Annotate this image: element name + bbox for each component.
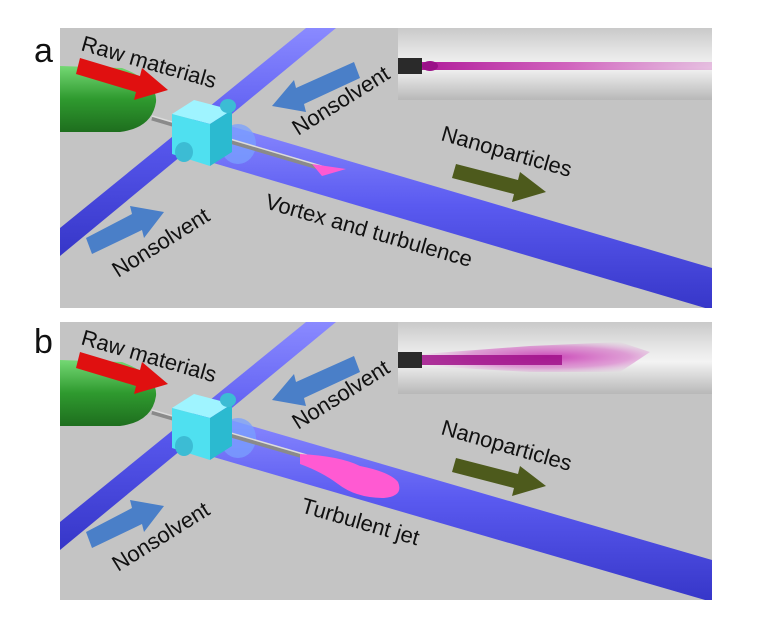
magenta-jet [312,164,346,176]
panel-a: Raw materials Nonsolvent Nonsolvent Nano… [60,28,712,308]
nanoparticles-arrow [452,458,546,496]
nonsolvent-top-arrow [272,62,360,112]
nonsolvent-bottom-arrow [86,206,164,254]
magenta-jet [300,454,400,498]
inset-photo-a [398,28,712,100]
raw-materials-arrow [76,58,168,100]
panel-letter-a: a [34,32,53,70]
mixer-cube-top [172,100,232,124]
raw-materials-arrow [76,352,168,394]
mixer-cube-side [210,404,232,460]
nanoparticles-arrow [452,164,546,202]
main-tube [210,120,712,308]
nonsolvent-bottom-arrow [86,500,164,548]
panel-letter-b: b [34,323,53,361]
nonsolvent-top-arrow [272,356,360,406]
mixer-cube-top [172,394,232,418]
panel-b: Raw materials Nonsolvent Nonsolvent Nano… [60,322,712,600]
mixer-cube-side [210,110,232,166]
inset-photo-b [398,322,712,394]
